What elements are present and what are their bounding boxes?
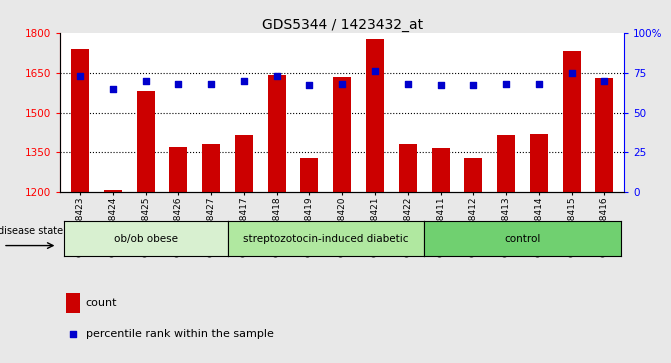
Point (370, 68, 380, 74)
Point (238, 78, 249, 83)
Bar (268, 75, 286, 192)
Point (501, 81, 511, 87)
Bar (235, 135, 253, 192)
Bar (530, 134, 548, 192)
Point (533, 81, 544, 87)
Point (173, 81, 184, 87)
Text: percentile rank within the sample: percentile rank within the sample (86, 329, 274, 339)
Bar (137, 91, 154, 192)
Title: GDS5344 / 1423432_at: GDS5344 / 1423432_at (262, 18, 423, 32)
Bar (562, 51, 580, 192)
Point (403, 81, 413, 87)
Bar (202, 144, 220, 192)
Bar (497, 135, 515, 192)
Bar (366, 39, 384, 192)
Text: disease state: disease state (0, 226, 63, 236)
Point (566, 70, 577, 76)
Point (206, 81, 217, 87)
Text: control: control (504, 234, 541, 244)
Bar (333, 77, 351, 192)
Bar (595, 78, 613, 192)
Point (599, 78, 610, 83)
Point (304, 82, 315, 88)
Point (450, 150, 460, 156)
Bar (301, 158, 319, 192)
Point (271, 73, 282, 79)
Point (435, 82, 446, 88)
Bar (399, 144, 417, 192)
Point (468, 82, 478, 88)
Point (107, 86, 118, 91)
Bar (431, 148, 450, 192)
Text: count: count (86, 298, 117, 308)
Point (337, 81, 348, 87)
Bar (464, 158, 482, 192)
Bar (71, 49, 89, 192)
Point (74, 73, 85, 79)
Text: ob/ob obese: ob/ob obese (113, 234, 178, 244)
Text: streptozotocin-induced diabetic: streptozotocin-induced diabetic (243, 234, 409, 244)
Bar (66, 293, 80, 313)
Bar (104, 190, 122, 192)
Point (140, 78, 151, 83)
Bar (169, 147, 187, 192)
